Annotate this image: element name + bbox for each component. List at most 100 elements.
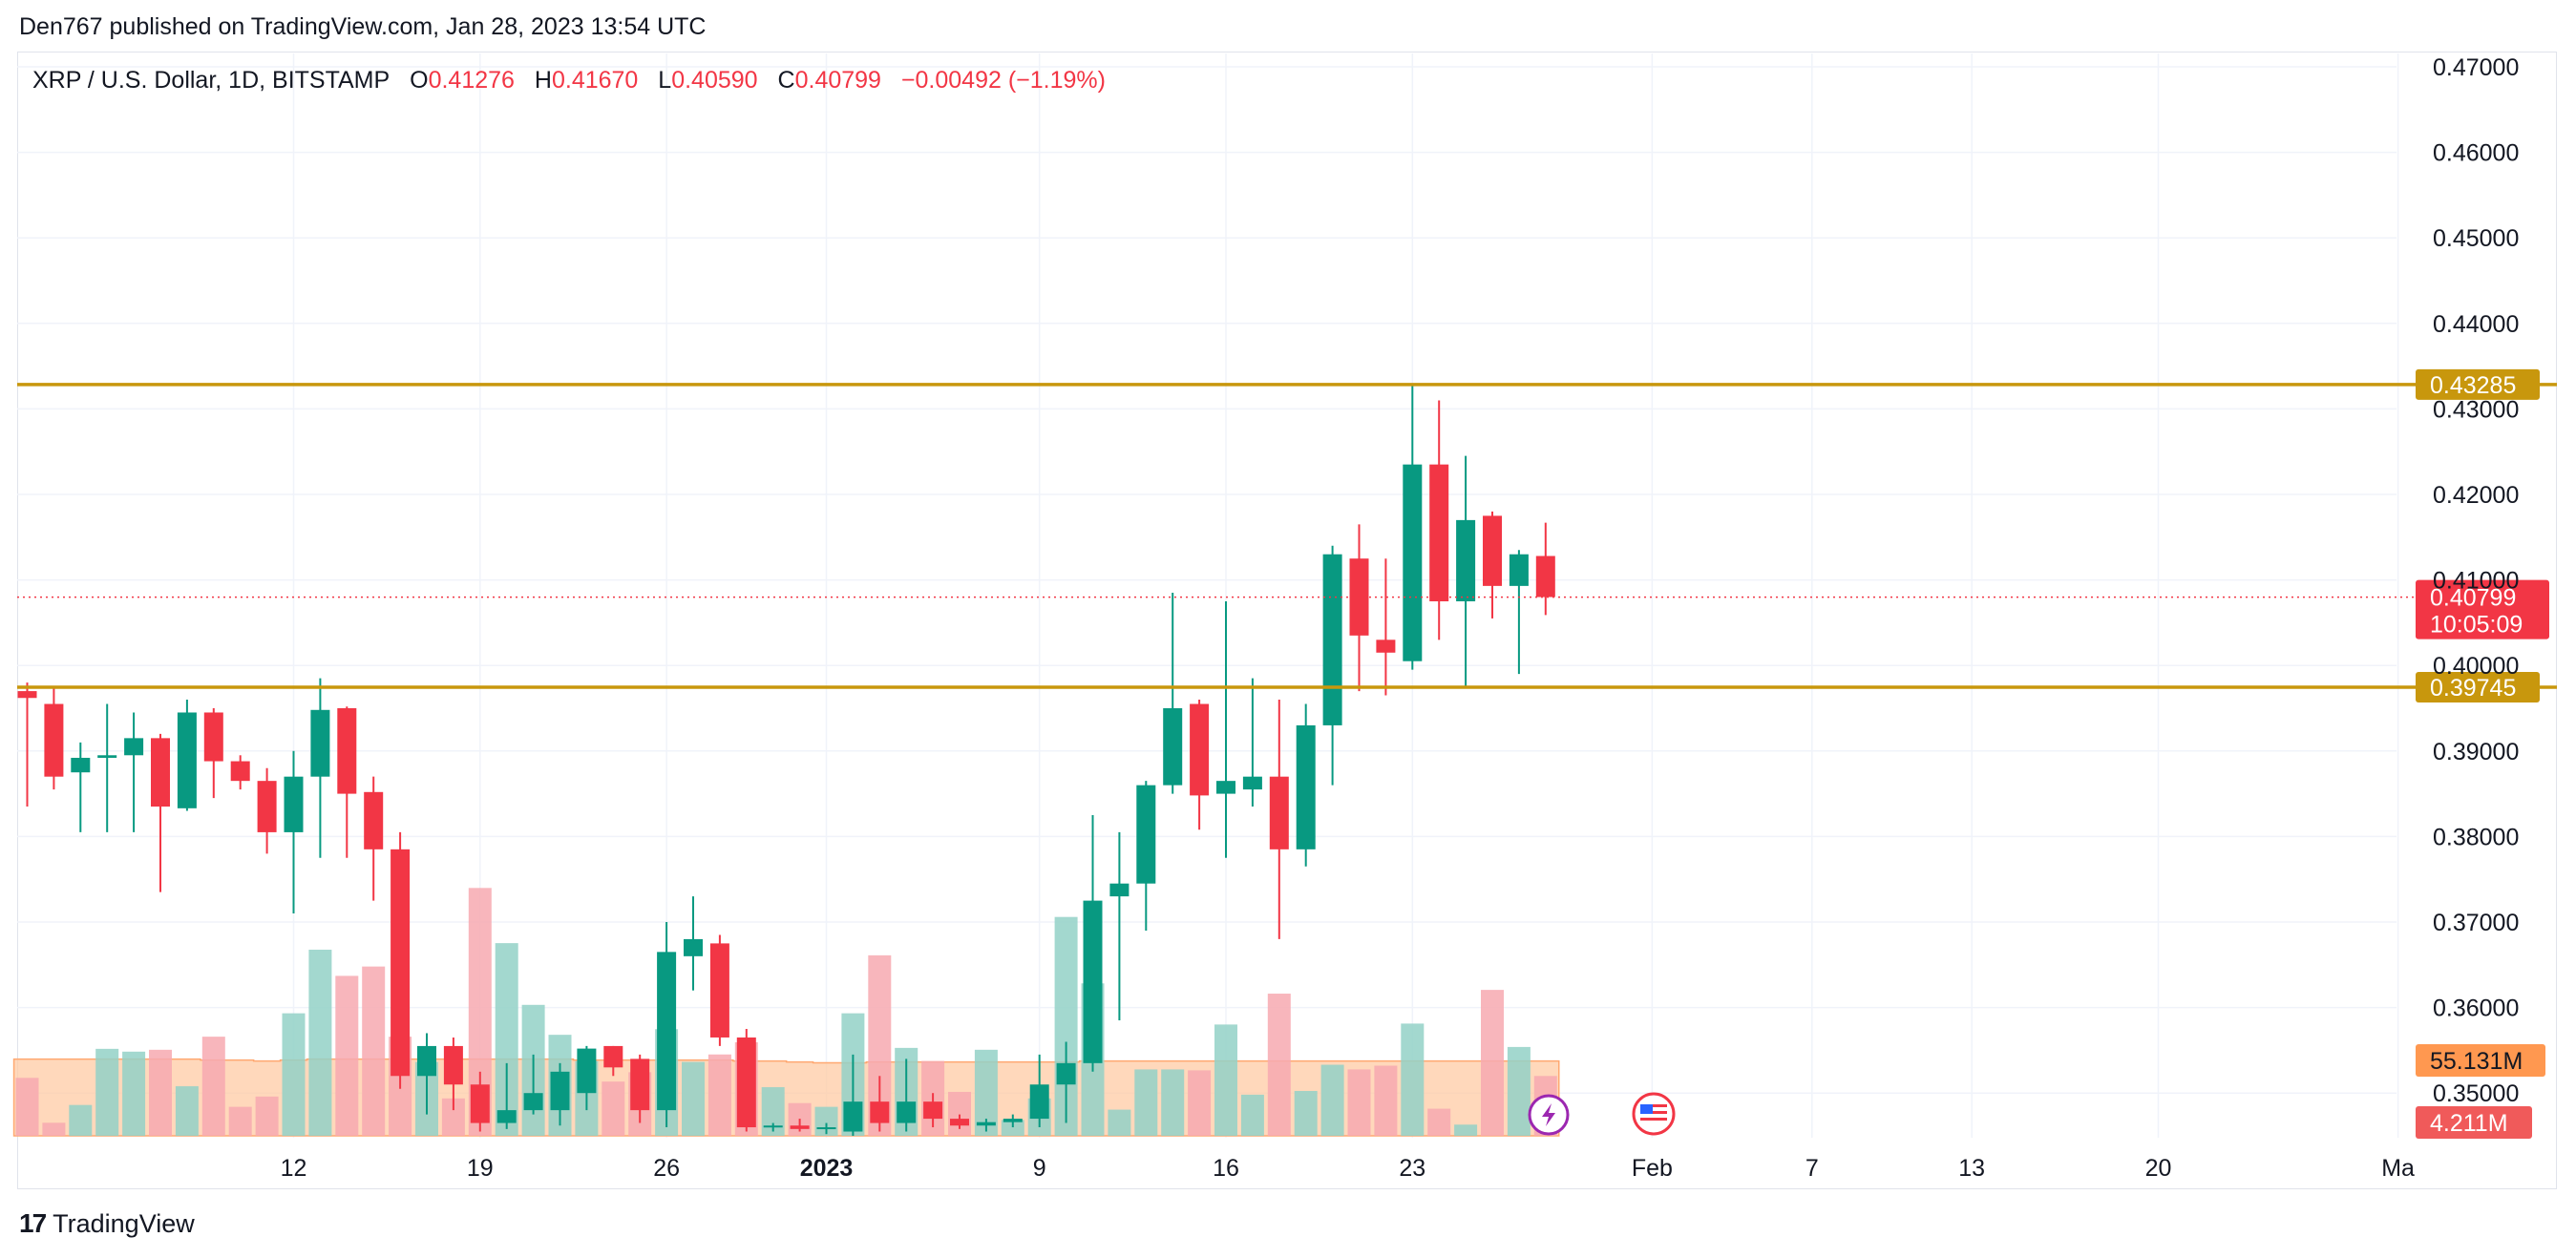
candle-body	[1483, 515, 1502, 586]
time-tick-label: 20	[2145, 1155, 2172, 1182]
event-markers[interactable]	[1528, 1092, 1676, 1136]
volume-bar	[602, 1081, 625, 1136]
countdown-label: 10:05:09	[2430, 612, 2523, 639]
volume-bar	[1454, 1124, 1478, 1136]
volume-last-tag	[2416, 1106, 2532, 1139]
price-tick-label: 0.45000	[2433, 225, 2519, 252]
candle-body	[763, 1125, 783, 1128]
candle-body	[177, 712, 197, 808]
candle-body	[151, 738, 170, 807]
tradingview-logo-icon: 17	[19, 1208, 47, 1238]
volume-bar	[69, 1104, 93, 1136]
candle-body	[470, 1084, 490, 1123]
candle-body	[1083, 900, 1103, 1063]
candle-body	[603, 1045, 623, 1068]
symbol-legend[interactable]: XRP / U.S. Dollar, 1D, BITSTAMP O0.41276…	[32, 67, 1106, 94]
volume-bar	[122, 1051, 146, 1136]
time-tick-label: 9	[1033, 1155, 1046, 1182]
brand-name: TradingView	[53, 1208, 195, 1238]
last-price-tag	[2416, 579, 2549, 639]
candle-body	[1376, 639, 1396, 653]
dividend-event-icon[interactable]	[1528, 1094, 1570, 1136]
volume-bar	[149, 1049, 172, 1136]
candle-body	[1509, 554, 1529, 586]
candle-body	[230, 761, 250, 782]
candle-body	[577, 1048, 597, 1094]
time-tick-label: 19	[467, 1155, 494, 1182]
legend-low-value: 0.40590	[671, 67, 758, 94]
candle-body	[923, 1101, 943, 1120]
price-tick-label: 0.44000	[2433, 311, 2519, 338]
volume-bar	[1347, 1069, 1371, 1136]
time-tick-label: 13	[1958, 1155, 1985, 1182]
level-price-label: 0.43285	[2430, 372, 2516, 399]
volume-bar	[1001, 1120, 1024, 1136]
candle-body	[976, 1122, 996, 1126]
price-tick-label: 0.36000	[2433, 996, 2519, 1022]
volume-bar	[255, 1096, 279, 1136]
volume-bar	[335, 975, 359, 1136]
volume-bar	[1134, 1069, 1158, 1136]
time-tick-label: 26	[653, 1155, 680, 1182]
volume-bar	[201, 1037, 225, 1136]
chart-frame[interactable]	[17, 52, 2557, 1189]
footer-branding[interactable]: 17 TradingView	[19, 1208, 195, 1239]
volume-bar	[15, 1078, 39, 1136]
grid-lines	[17, 53, 2399, 1138]
candle-body	[284, 776, 304, 832]
candle-body	[257, 781, 277, 832]
candle-body	[310, 709, 330, 777]
candle-body	[1190, 703, 1210, 796]
time-tick-label: 2023	[800, 1155, 854, 1182]
candlesticks	[17, 385, 1555, 1136]
candle-body	[523, 1093, 543, 1111]
volume-bar	[308, 949, 332, 1136]
candle-body	[1429, 464, 1449, 601]
time-tick-label: Ma	[2381, 1155, 2415, 1182]
price-tick-label: 0.41000	[2433, 568, 2519, 595]
candle-body	[550, 1071, 570, 1111]
volume-bar	[1427, 1108, 1451, 1136]
volume-bar	[707, 1054, 731, 1136]
candle-body	[1003, 1119, 1023, 1122]
volume-bar	[1294, 1090, 1318, 1136]
legend-symbol: XRP / U.S. Dollar, 1D, BITSTAMP	[32, 67, 391, 94]
candle-body	[44, 703, 64, 777]
candle-body	[124, 738, 144, 756]
candle-body	[950, 1119, 969, 1126]
legend-open-value: 0.41276	[428, 67, 515, 94]
candle-body	[443, 1045, 463, 1085]
volume-last-label: 4.211M	[2430, 1110, 2508, 1137]
volume-bar	[1161, 1069, 1185, 1136]
time-tick-label: 7	[1805, 1155, 1819, 1182]
volume-bar	[1188, 1070, 1212, 1136]
volume-bar	[362, 966, 386, 1136]
volume-bar	[95, 1048, 119, 1136]
candle-body	[897, 1101, 917, 1123]
time-tick-label: 16	[1213, 1155, 1239, 1182]
candle-body	[17, 691, 37, 699]
candle-body	[71, 757, 91, 773]
candle-body	[657, 952, 677, 1111]
us-flag-icon[interactable]	[1632, 1092, 1676, 1136]
price-tick-label: 0.43000	[2433, 396, 2519, 423]
candle-body	[1296, 724, 1316, 849]
candle-body	[1242, 776, 1262, 790]
last-price-label: 0.40799	[2430, 585, 2516, 612]
candle-body	[1322, 554, 1342, 725]
legend-high-label: H	[534, 67, 552, 94]
legend-high-value: 0.41670	[551, 67, 639, 94]
price-tick-label: 0.40000	[2433, 653, 2519, 680]
legend-low-label: L	[658, 67, 672, 94]
volume-bar	[682, 1061, 705, 1136]
volume-ma-tag	[2416, 1044, 2545, 1077]
price-tick-label: 0.38000	[2433, 824, 2519, 850]
candle-body	[1029, 1084, 1049, 1120]
candle-body	[364, 791, 384, 849]
candle-body	[816, 1127, 836, 1130]
legend-change: −0.00492 (−1.19%)	[900, 67, 1106, 94]
candle-body	[1163, 708, 1183, 786]
time-tick-label: 23	[1399, 1155, 1425, 1182]
